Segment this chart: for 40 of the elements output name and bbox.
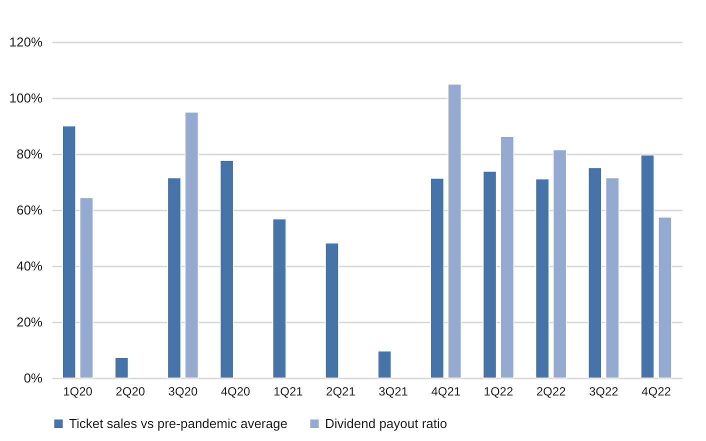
x-tick-label: 3Q21 [378, 384, 408, 398]
bar [588, 167, 602, 378]
x-tick-label: 2Q22 [536, 384, 566, 398]
x-tick-label: 1Q21 [273, 384, 304, 398]
bar [378, 350, 392, 378]
bar [500, 136, 514, 378]
x-tick-label: 3Q20 [168, 384, 198, 398]
x-tick-label: 4Q20 [220, 384, 251, 398]
y-tick-label: 80% [16, 146, 43, 162]
bar [80, 197, 94, 378]
bar [658, 216, 672, 378]
x-tick-label: 2Q21 [326, 384, 356, 398]
bar [640, 154, 654, 378]
y-tick-label: 0% [24, 370, 43, 386]
x-tick-label: 1Q20 [63, 384, 93, 398]
x-tick-label: 1Q22 [484, 384, 514, 398]
y-tick-label: 40% [16, 258, 43, 274]
y-tick-label: 100% [9, 90, 43, 106]
bar [448, 84, 462, 378]
bar [220, 160, 234, 378]
y-tick-label: 20% [16, 314, 43, 330]
bar [114, 357, 129, 378]
x-tick-label: 2Q20 [116, 384, 146, 398]
bar [62, 126, 76, 378]
y-tick-label: 60% [16, 202, 43, 218]
bar [272, 218, 286, 378]
bar [167, 177, 182, 378]
x-tick-label: 3Q22 [588, 384, 619, 398]
x-tick-label: 4Q21 [431, 384, 461, 398]
bar [184, 112, 199, 378]
bar [482, 170, 497, 378]
bar [535, 178, 550, 378]
legend-label: Ticket sales vs pre-pandemic average [69, 416, 288, 431]
bar [552, 149, 567, 378]
bar [605, 177, 620, 378]
x-tick-label: 4Q22 [642, 384, 672, 398]
bar [325, 242, 339, 378]
legend-label: Dividend payout ratio [325, 416, 448, 431]
bar [430, 178, 444, 378]
y-tick-label: 120% [9, 34, 43, 50]
